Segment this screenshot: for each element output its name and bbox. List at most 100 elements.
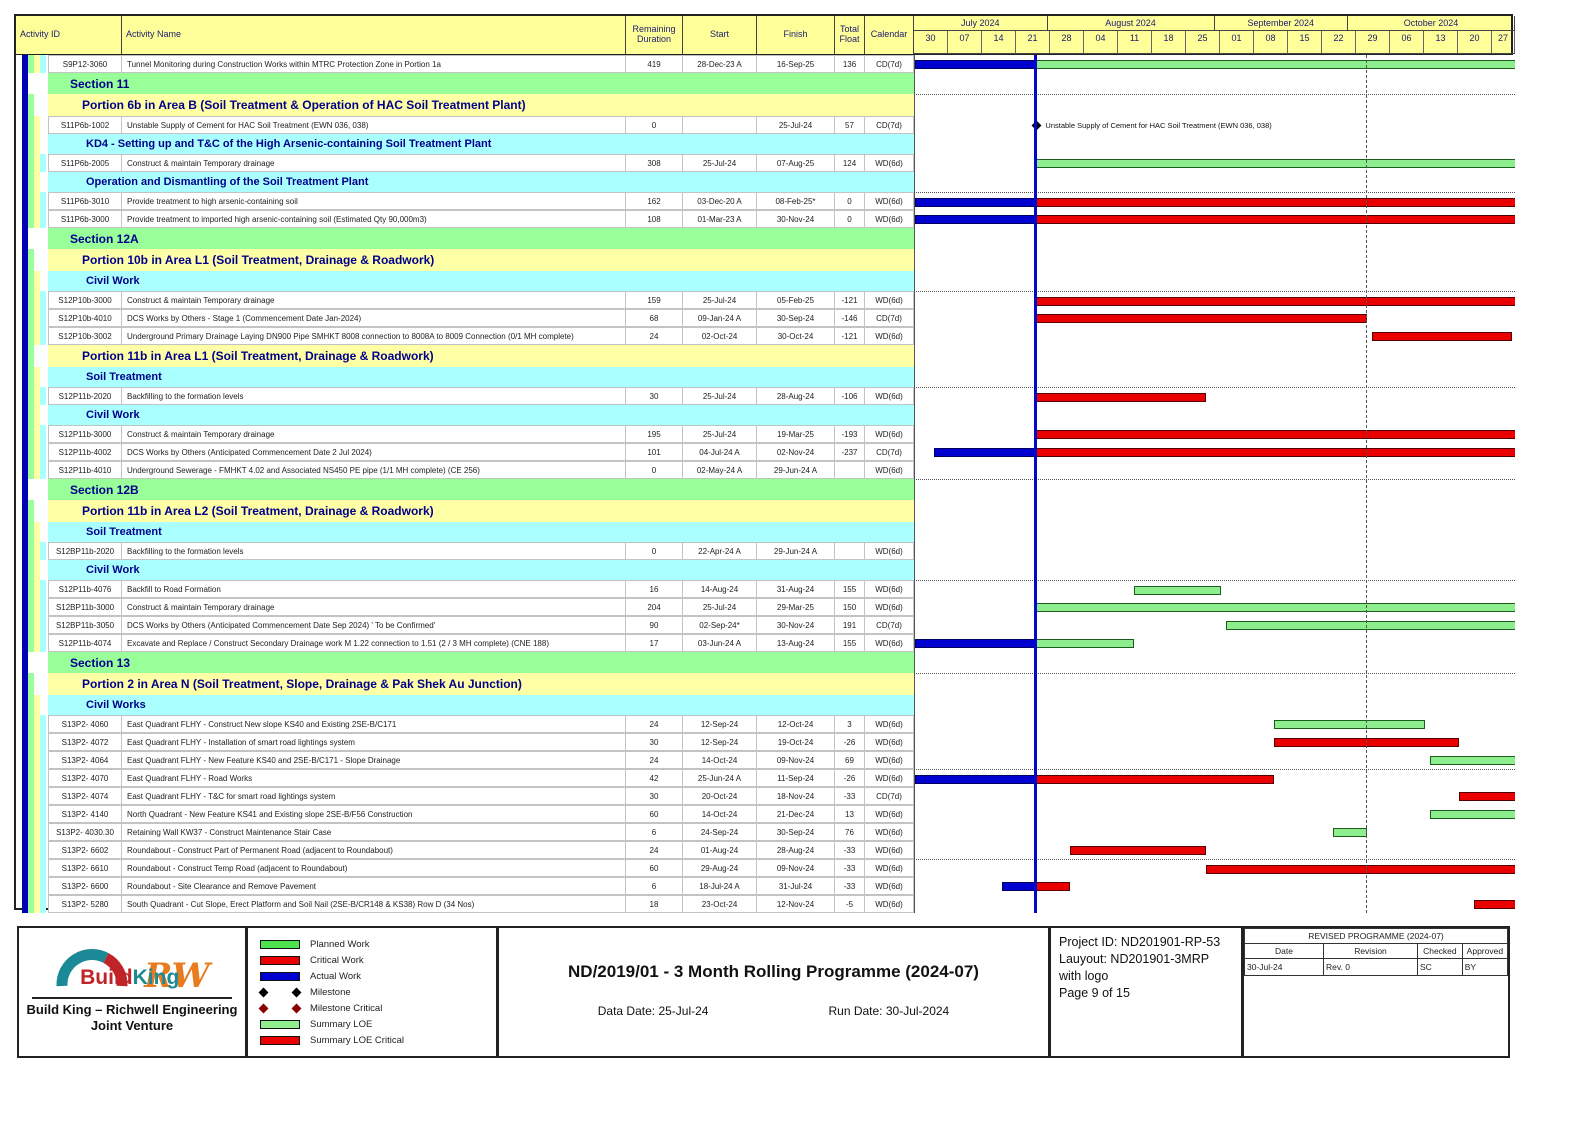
gantt-row-chart <box>914 405 1515 425</box>
activity-id-cell: S13P2- 4070 <box>48 769 122 787</box>
activity-id-cell: S11P6b-1002 <box>48 116 122 134</box>
table-row: S11P6b-3000 Provide treatment to imported… <box>16 210 1515 228</box>
week-cell: 29 <box>1356 31 1390 54</box>
activity-name-cell: Construct & maintain Temporary drainage <box>122 291 626 309</box>
timeline-month: September 2024 <box>1214 16 1349 31</box>
start-date-cell: 03-Jun-24 A <box>683 634 757 652</box>
yellow-stripe <box>34 387 40 405</box>
finish-date-cell: 18-Nov-24 <box>757 787 835 805</box>
calendar-cell: CD(7d) <box>865 787 914 805</box>
hierarchy-stripes <box>16 823 48 841</box>
activity-name-cell: Provide treatment to imported high arsen… <box>122 210 626 228</box>
hierarchy-stripes <box>16 877 48 895</box>
total-float-cell: 191 <box>835 616 865 634</box>
gantt-bar-critical <box>1070 845 1207 855</box>
activity-name-cell: South Quadrant - Cut Slope, Erect Platfo… <box>122 895 626 913</box>
yellow-stripe <box>34 823 40 841</box>
calendar-cell: WD(6d) <box>865 580 914 598</box>
hierarchy-stripes <box>16 443 48 461</box>
gantt-bar-planned <box>1036 59 1515 69</box>
title-block: ND/2019/01 - 3 Month Rolling Programme (… <box>498 926 1050 1058</box>
yellow-stripe <box>34 787 40 805</box>
hierarchy-stripes <box>16 309 48 327</box>
blue-stripe <box>22 228 28 249</box>
total-float-cell: -106 <box>835 387 865 405</box>
remaining-duration-cell: 6 <box>626 823 683 841</box>
cyan-stripe <box>40 387 46 405</box>
finish-date-cell: 29-Jun-24 A <box>757 461 835 479</box>
gantt-row-chart <box>914 715 1515 733</box>
remaining-duration-cell: 101 <box>626 443 683 461</box>
gantt-row-chart <box>914 634 1515 652</box>
table-row: S11P6b-2005 Construct & maintain Temporar… <box>16 154 1515 172</box>
timeline-month: August 2024 <box>1047 16 1215 31</box>
gantt-bar-actual <box>915 638 1037 648</box>
week-cell: 27 <box>1492 31 1515 54</box>
group-row: Soil Treatment <box>16 522 1515 542</box>
start-date-cell: 01-Mar-23 A <box>683 210 757 228</box>
activity-name-cell: Underground Primary Drainage Laying DN90… <box>122 327 626 345</box>
gantt-bar-critical <box>1036 774 1275 784</box>
gantt-row-chart <box>914 210 1515 228</box>
column-header-calendar: Calendar <box>865 16 914 54</box>
cyan-stripe <box>40 116 46 134</box>
gantt-bar-planned <box>1332 827 1367 837</box>
hierarchy-stripes <box>16 895 48 913</box>
table-row: S12P10b-3000 Construct & maintain Tempora… <box>16 291 1515 309</box>
table-row: S13P2- 6600 Roundabout - Site Clearance a… <box>16 877 1515 895</box>
remaining-duration-cell: 30 <box>626 787 683 805</box>
total-float-cell: 76 <box>835 823 865 841</box>
remaining-duration-cell: 419 <box>626 55 683 73</box>
gantt-row-chart <box>914 542 1515 560</box>
week-cell: 18 <box>1152 31 1186 54</box>
group-row: Civil Works <box>16 695 1515 715</box>
remaining-duration-cell: 0 <box>626 542 683 560</box>
hierarchy-stripes <box>16 425 48 443</box>
group-band: Civil Works <box>48 695 914 715</box>
timeline-month: July 2024 <box>914 16 1048 31</box>
table-row: S13P2- 4070 East Quadrant FLHY - Road Wor… <box>16 769 1515 787</box>
group-band: Operation and Dismantling of the Soil Tr… <box>48 172 914 192</box>
calendar-cell: CD(7d) <box>865 309 914 327</box>
legend-item: Milestone <box>258 984 496 1000</box>
portion-band: Portion 6b in Area B (Soil Treatment & O… <box>48 94 914 116</box>
revision-header-cell: Checked <box>1416 943 1463 959</box>
blue-stripe <box>22 172 28 192</box>
calendar-cell: WD(6d) <box>865 634 914 652</box>
green-stripe <box>28 116 34 134</box>
portion-band: Portion 10b in Area L1 (Soil Treatment, … <box>48 249 914 271</box>
remaining-duration-cell: 60 <box>626 805 683 823</box>
total-float-cell: 124 <box>835 154 865 172</box>
calendar-cell: CD(7d) <box>865 116 914 134</box>
legend-bar-swatch <box>260 971 300 981</box>
green-stripe <box>28 443 34 461</box>
yellow-stripe <box>34 859 40 877</box>
gantt-row-chart <box>914 345 1515 367</box>
revision-header-cell: Approved <box>1461 943 1509 959</box>
yellow-stripe <box>34 192 40 210</box>
finish-date-cell: 31-Aug-24 <box>757 580 835 598</box>
hierarchy-stripes <box>16 522 48 542</box>
hierarchy-stripes <box>16 715 48 733</box>
table-row: S12P11b-4074 Excavate and Replace / Const… <box>16 634 1515 652</box>
hierarchy-stripes <box>16 859 48 877</box>
blue-stripe <box>22 327 28 345</box>
section-row: Section 12B <box>16 479 1515 500</box>
finish-date-cell: 13-Aug-24 <box>757 634 835 652</box>
activity-name-cell: East Quadrant FLHY - Construct New slope… <box>122 715 626 733</box>
logo-build-text: Build <box>80 966 133 989</box>
finish-date-cell: 29-Mar-25 <box>757 598 835 616</box>
week-cell: 21 <box>1016 31 1050 54</box>
calendar-cell: WD(6d) <box>865 291 914 309</box>
week-cell: 11 <box>1118 31 1152 54</box>
column-header-total-float: Total Float <box>835 16 865 54</box>
gantt-bar-actual <box>915 214 1037 224</box>
gantt-bar-critical <box>1036 214 1515 224</box>
cyan-stripe <box>40 291 46 309</box>
cyan-stripe <box>40 154 46 172</box>
green-stripe <box>28 695 34 715</box>
hierarchy-stripes <box>16 405 48 425</box>
blue-stripe <box>22 73 28 94</box>
column-header-start: Start <box>683 16 757 54</box>
